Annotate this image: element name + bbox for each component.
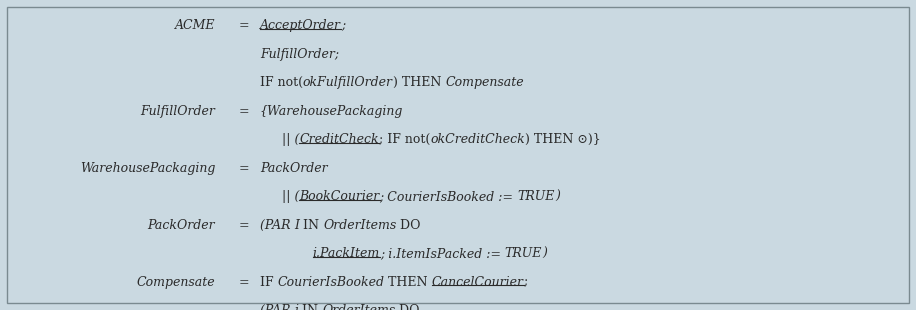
Text: i.PackItem: i.PackItem: [312, 247, 380, 260]
Text: ;: ;: [341, 20, 345, 33]
Text: CourierIsBooked: CourierIsBooked: [278, 276, 385, 289]
Text: okCreditCheck: okCreditCheck: [431, 133, 525, 146]
Text: (PAR: (PAR: [260, 219, 294, 232]
Text: || (: || (: [282, 133, 300, 146]
Text: ): ): [555, 190, 560, 203]
Text: CancelCourier: CancelCourier: [431, 276, 524, 289]
Text: AcceptOrder: AcceptOrder: [260, 20, 341, 33]
Text: (PAR: (PAR: [260, 304, 294, 310]
Text: ) THEN: ) THEN: [393, 76, 445, 89]
Text: IF: IF: [260, 276, 278, 289]
Text: BookCourier: BookCourier: [300, 190, 379, 203]
Text: OrderItems: OrderItems: [323, 219, 397, 232]
Text: okFulfillOrder: okFulfillOrder: [303, 76, 393, 89]
Text: TRUE: TRUE: [505, 247, 542, 260]
Text: ; i.ItemIsPacked :=: ; i.ItemIsPacked :=: [380, 247, 505, 260]
FancyBboxPatch shape: [7, 7, 909, 303]
Text: =: =: [239, 219, 249, 232]
Text: TRUE: TRUE: [518, 190, 555, 203]
Text: =: =: [239, 276, 249, 289]
Text: IF not(: IF not(: [260, 76, 303, 89]
Text: Compensate: Compensate: [445, 76, 524, 89]
Text: ; IF not(: ; IF not(: [379, 133, 431, 146]
Text: IN: IN: [300, 219, 323, 232]
Text: || (: || (: [282, 190, 300, 203]
Text: Compensate: Compensate: [136, 276, 215, 289]
Text: THEN: THEN: [385, 276, 431, 289]
Text: OrderItems: OrderItems: [322, 304, 396, 310]
Text: IN: IN: [299, 304, 322, 310]
Text: =: =: [239, 105, 249, 118]
Text: I: I: [294, 219, 300, 232]
Text: i: i: [294, 304, 299, 310]
Text: CreditCheck: CreditCheck: [300, 133, 379, 146]
Text: {WarehousePackaging: {WarehousePackaging: [260, 105, 403, 118]
Text: DO: DO: [397, 219, 421, 232]
Text: FulfillOrder;: FulfillOrder;: [260, 48, 339, 61]
Text: FulfillOrder: FulfillOrder: [140, 105, 215, 118]
Text: ;: ;: [524, 276, 529, 289]
Text: ): ): [542, 247, 547, 260]
Text: PackOrder: PackOrder: [260, 162, 327, 175]
Text: PackOrder: PackOrder: [147, 219, 215, 232]
Text: DO: DO: [396, 304, 420, 310]
Text: =: =: [239, 162, 249, 175]
Text: ) THEN ⊙)}: ) THEN ⊙)}: [525, 133, 601, 146]
Text: ; CourierIsBooked :=: ; CourierIsBooked :=: [379, 190, 518, 203]
Text: ACME: ACME: [175, 20, 215, 33]
Text: =: =: [239, 20, 249, 33]
Text: WarehousePackaging: WarehousePackaging: [80, 162, 215, 175]
